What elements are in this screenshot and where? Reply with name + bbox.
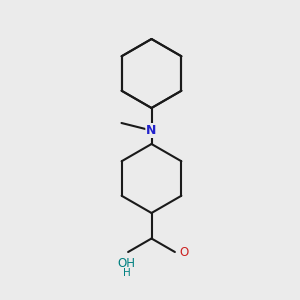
Text: OH: OH <box>118 257 136 270</box>
Text: H: H <box>123 268 130 278</box>
Text: N: N <box>146 124 157 137</box>
Text: O: O <box>179 245 189 259</box>
